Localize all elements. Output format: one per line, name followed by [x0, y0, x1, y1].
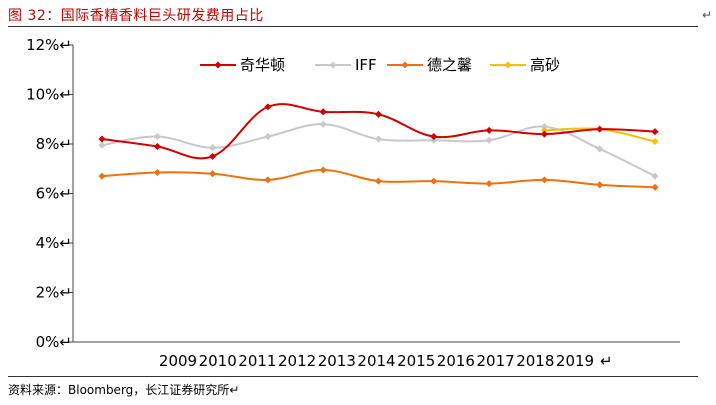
- x-tick-label: 2014: [357, 352, 395, 370]
- series-1-point: [596, 145, 604, 153]
- legend-item-3-swatch-marker: [504, 61, 512, 69]
- x-tick-label: 2015: [397, 352, 435, 370]
- y-tick-label: 10%↵: [26, 86, 72, 104]
- legend-item-0: 奇华顿: [200, 56, 285, 74]
- series-1-point: [264, 133, 272, 141]
- series-0-point: [374, 110, 383, 118]
- legend-item-2-swatch-marker: [401, 61, 409, 69]
- series-1-point: [651, 172, 659, 180]
- x-tick-label: 2010: [199, 352, 237, 370]
- series-0-point: [264, 103, 272, 111]
- x-tick-label: 2012: [278, 352, 316, 370]
- x-tick-label: 2019: [556, 352, 594, 370]
- legend-item-2: 德之馨: [387, 56, 472, 74]
- title-divider: [8, 26, 698, 27]
- series-1-point: [98, 141, 106, 149]
- series-2-point: [374, 177, 383, 185]
- chart-legend: 奇华顿 IFF 德之馨 高砂: [200, 56, 560, 74]
- series-3-point: [540, 126, 548, 134]
- series-1-point: [540, 123, 548, 131]
- series-1-point: [485, 136, 493, 144]
- series-2-point: [319, 166, 327, 174]
- x-tick-label: 2016: [437, 352, 475, 370]
- series-3-point: [651, 137, 659, 146]
- series-layer: [98, 103, 659, 191]
- x-axis-trailing-mark: ↵: [600, 352, 613, 370]
- legend-item-1: IFF: [315, 56, 377, 74]
- series-1-point: [430, 136, 438, 144]
- chart-axes: 0%↵2%↵4%↵6%↵8%↵10%↵12%↵2009 2010 2011 2012 2…: [26, 36, 680, 370]
- series-2-point: [153, 168, 161, 176]
- series-0-point: [651, 128, 659, 136]
- series-0-point: [98, 135, 106, 143]
- series-2-point: [264, 176, 272, 184]
- y-tick-label: 0%↵: [36, 333, 72, 351]
- y-tick-label: 8%↵: [36, 135, 72, 153]
- series-0-point: [540, 130, 548, 138]
- legend-item-2-label: 德之馨: [427, 56, 472, 74]
- source-note: 资料来源：Bloomberg，长江证券研究所↵: [8, 383, 240, 397]
- series-1-point: [374, 135, 383, 143]
- footer-divider: [8, 376, 698, 377]
- series-2-point: [651, 183, 659, 191]
- series-2-point: [485, 180, 493, 188]
- x-tick-label: 2011: [238, 352, 276, 370]
- series-2-point: [596, 181, 604, 189]
- series-2-point: [540, 176, 548, 184]
- series-0-point: [153, 142, 161, 151]
- series-1-point: [153, 133, 161, 141]
- series-0-point: [485, 126, 493, 134]
- series-2-point: [98, 172, 106, 180]
- series-0: [98, 103, 659, 160]
- x-tick-label: 2013: [318, 352, 356, 370]
- legend-item-0-label: 奇华顿: [240, 56, 285, 74]
- legend-item-1-label: IFF: [355, 56, 377, 74]
- series-1-point: [209, 144, 217, 152]
- legend-item-1-swatch-marker: [329, 61, 337, 69]
- line-chart: 0%↵2%↵4%↵6%↵8%↵10%↵12%↵2009 2010 2011 2012 2…: [26, 36, 680, 370]
- y-tick-label: 12%↵: [26, 36, 72, 54]
- series-2-point: [209, 170, 217, 178]
- x-tick-label: 2017: [477, 352, 515, 370]
- legend-item-3: 高砂: [490, 56, 560, 74]
- y-tick-label: 6%↵: [36, 185, 72, 203]
- y-tick-label: 4%↵: [36, 234, 72, 252]
- series-0-point: [319, 108, 327, 116]
- legend-item-0-swatch-marker: [214, 61, 222, 69]
- series-0-point: [209, 152, 217, 160]
- series-0-point: [430, 133, 438, 141]
- figure-title: 图 32：国际香精香料巨头研发费用占比: [8, 8, 264, 24]
- series-2-point: [430, 177, 438, 185]
- x-tick-label: 2018: [516, 352, 554, 370]
- paragraph-mark: ↵: [701, 8, 712, 22]
- series-0-point: [596, 125, 604, 133]
- series-1-point: [319, 120, 327, 128]
- series-2: [98, 166, 659, 191]
- y-tick-label: 2%↵: [36, 284, 72, 302]
- legend-item-3-label: 高砂: [530, 56, 560, 74]
- x-tick-label: 2009: [159, 352, 197, 370]
